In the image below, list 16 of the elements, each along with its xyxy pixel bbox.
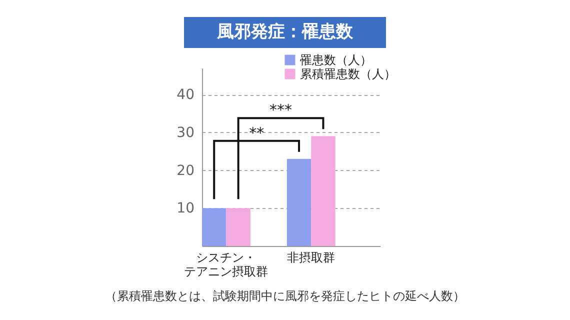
annotation: ***	[270, 101, 293, 120]
bar	[311, 136, 336, 246]
annotation: **	[249, 124, 265, 142]
bar	[202, 208, 226, 246]
legend-label: 累積罹患数（人）	[300, 67, 396, 81]
chart-title: 風邪発症：罹患数	[184, 17, 386, 48]
y-tick-label: 30	[176, 124, 194, 141]
x-tick-label: 非摂取群	[287, 250, 336, 264]
y-tick-label: 20	[176, 162, 194, 179]
y-tick-label: 40	[176, 87, 194, 104]
bar	[286, 158, 312, 246]
text: （累積罹患数とは、試験期間中に風邪を発症したヒトの延べ人数）	[104, 288, 466, 305]
bar	[226, 208, 250, 246]
x-tick-label: シスチン・テアニン摂取群	[184, 250, 268, 278]
legend-label: 罹患数（人）	[299, 53, 372, 67]
y-tick-label: 10	[176, 200, 194, 217]
